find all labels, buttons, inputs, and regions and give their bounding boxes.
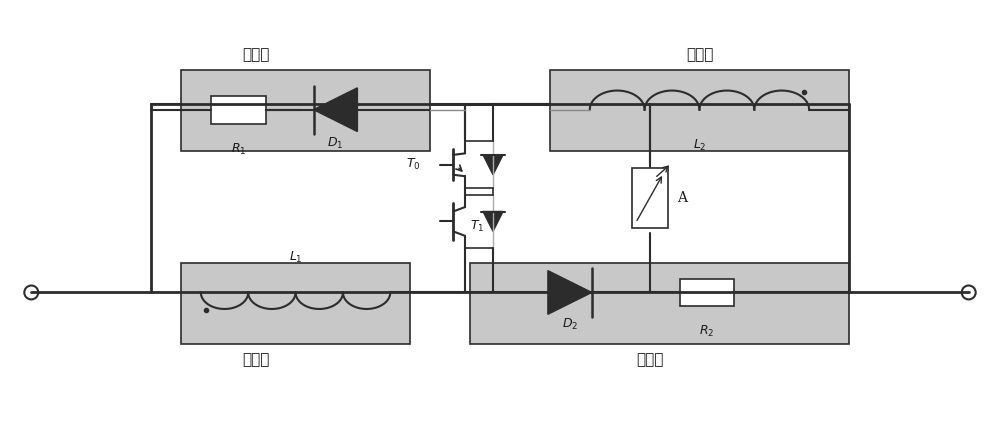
Text: $L_2$: $L_2$ [693,137,706,153]
Polygon shape [548,271,592,314]
Text: $R_2$: $R_2$ [699,324,715,339]
Text: $L_1$: $L_1$ [289,250,302,265]
Bar [632,168,668,228]
Polygon shape [314,88,357,132]
Polygon shape [483,212,503,231]
Text: 桥臂一: 桥臂一 [242,47,269,62]
Text: 桥臂二: 桥臂二 [686,47,713,62]
Text: A: A [678,191,688,205]
Bar [550,70,849,151]
Bar [470,263,849,344]
Bar [181,70,430,151]
Text: $R_1$: $R_1$ [231,141,246,157]
Bar [181,263,410,344]
Text: 桥臂四: 桥臂四 [242,352,269,367]
Text: $T_0$: $T_0$ [406,157,420,172]
Text: $D_2$: $D_2$ [562,317,578,332]
Polygon shape [483,155,503,175]
Bar [680,279,734,306]
Bar [211,96,266,124]
Text: $D_1$: $D_1$ [327,135,344,151]
Text: 桥臂三: 桥臂三 [636,352,663,367]
Text: $T_1$: $T_1$ [470,219,484,234]
